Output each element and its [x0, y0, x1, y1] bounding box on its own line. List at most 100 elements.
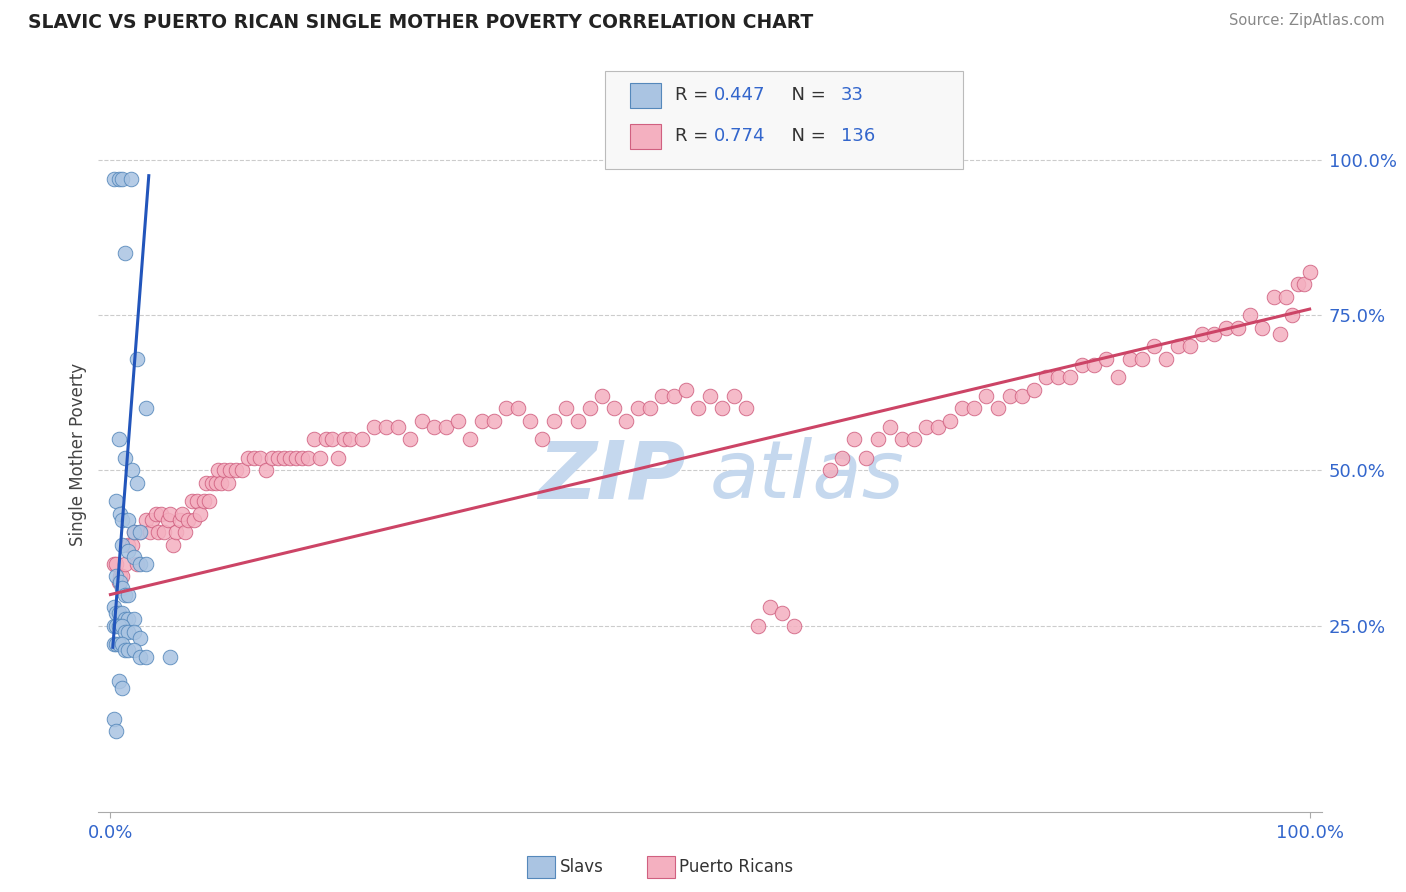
Point	[262, 450, 284, 465]
Point	[114, 588, 136, 602]
Point	[114, 624, 136, 639]
Point	[1046, 370, 1069, 384]
Point	[117, 544, 139, 558]
Point	[111, 171, 134, 186]
Point	[108, 575, 131, 590]
Point	[1107, 370, 1129, 384]
Point	[129, 525, 152, 540]
Point	[117, 588, 139, 602]
Point	[108, 569, 131, 583]
Point	[120, 171, 142, 186]
Point	[159, 649, 181, 664]
Text: 33: 33	[841, 87, 863, 104]
Point	[217, 475, 239, 490]
Point	[129, 649, 152, 664]
Point	[103, 599, 125, 614]
Text: R =: R =	[675, 87, 714, 104]
Point	[1298, 265, 1320, 279]
Point	[567, 414, 589, 428]
Point	[105, 724, 128, 739]
Point	[111, 606, 134, 620]
Point	[238, 450, 260, 465]
Point	[1154, 351, 1177, 366]
Point	[111, 618, 134, 632]
Point	[195, 475, 218, 490]
Point	[1130, 351, 1153, 366]
Point	[447, 414, 470, 428]
Point	[103, 637, 125, 651]
Text: 0.774: 0.774	[714, 128, 766, 145]
Point	[1094, 351, 1116, 366]
Point	[363, 420, 385, 434]
Point	[842, 433, 865, 447]
Point	[108, 171, 131, 186]
Point	[124, 550, 146, 565]
Point	[139, 525, 162, 540]
Point	[193, 494, 215, 508]
Point	[531, 433, 554, 447]
Text: SLAVIC VS PUERTO RICAN SINGLE MOTHER POVERTY CORRELATION CHART: SLAVIC VS PUERTO RICAN SINGLE MOTHER POV…	[28, 13, 813, 32]
Point	[375, 420, 398, 434]
Point	[114, 612, 136, 626]
Point	[974, 389, 997, 403]
Point	[675, 383, 697, 397]
Point	[818, 463, 841, 477]
Point	[519, 414, 541, 428]
Point	[169, 513, 191, 527]
Point	[939, 414, 962, 428]
Point	[903, 433, 925, 447]
Point	[159, 507, 181, 521]
Point	[105, 494, 128, 508]
Point	[111, 538, 134, 552]
Point	[1022, 383, 1045, 397]
Point	[209, 475, 232, 490]
Point	[1035, 370, 1057, 384]
Point	[915, 420, 938, 434]
Point	[114, 557, 136, 571]
Point	[105, 618, 128, 632]
Point	[156, 513, 179, 527]
Point	[108, 637, 131, 651]
Point	[108, 433, 131, 447]
Point	[399, 433, 422, 447]
Point	[890, 433, 912, 447]
Point	[148, 525, 170, 540]
Point	[1263, 290, 1285, 304]
Text: Source: ZipAtlas.com: Source: ZipAtlas.com	[1229, 13, 1385, 29]
Point	[555, 401, 578, 416]
Point	[1281, 308, 1303, 322]
Y-axis label: Single Mother Poverty: Single Mother Poverty	[69, 363, 87, 547]
Point	[121, 463, 143, 477]
Point	[304, 433, 326, 447]
Point	[114, 246, 136, 260]
Point	[103, 618, 125, 632]
Point	[1167, 339, 1189, 353]
Text: Slavs: Slavs	[560, 858, 603, 876]
Point	[153, 525, 176, 540]
Point	[254, 463, 277, 477]
Point	[188, 507, 212, 521]
Point	[963, 401, 986, 416]
Point	[111, 569, 134, 583]
Point	[866, 433, 889, 447]
Point	[770, 606, 793, 620]
Point	[434, 420, 457, 434]
Point	[543, 414, 565, 428]
Point	[1059, 370, 1081, 384]
Point	[183, 513, 205, 527]
Point	[495, 401, 517, 416]
Point	[1178, 339, 1201, 353]
Point	[219, 463, 242, 477]
Point	[141, 513, 163, 527]
Point	[135, 557, 157, 571]
Point	[117, 538, 139, 552]
Point	[1011, 389, 1033, 403]
Point	[1202, 326, 1225, 341]
Point	[998, 389, 1021, 403]
Point	[1143, 339, 1166, 353]
Point	[711, 401, 734, 416]
Point	[508, 401, 530, 416]
Point	[197, 494, 219, 508]
Point	[129, 557, 152, 571]
Point	[267, 450, 290, 465]
